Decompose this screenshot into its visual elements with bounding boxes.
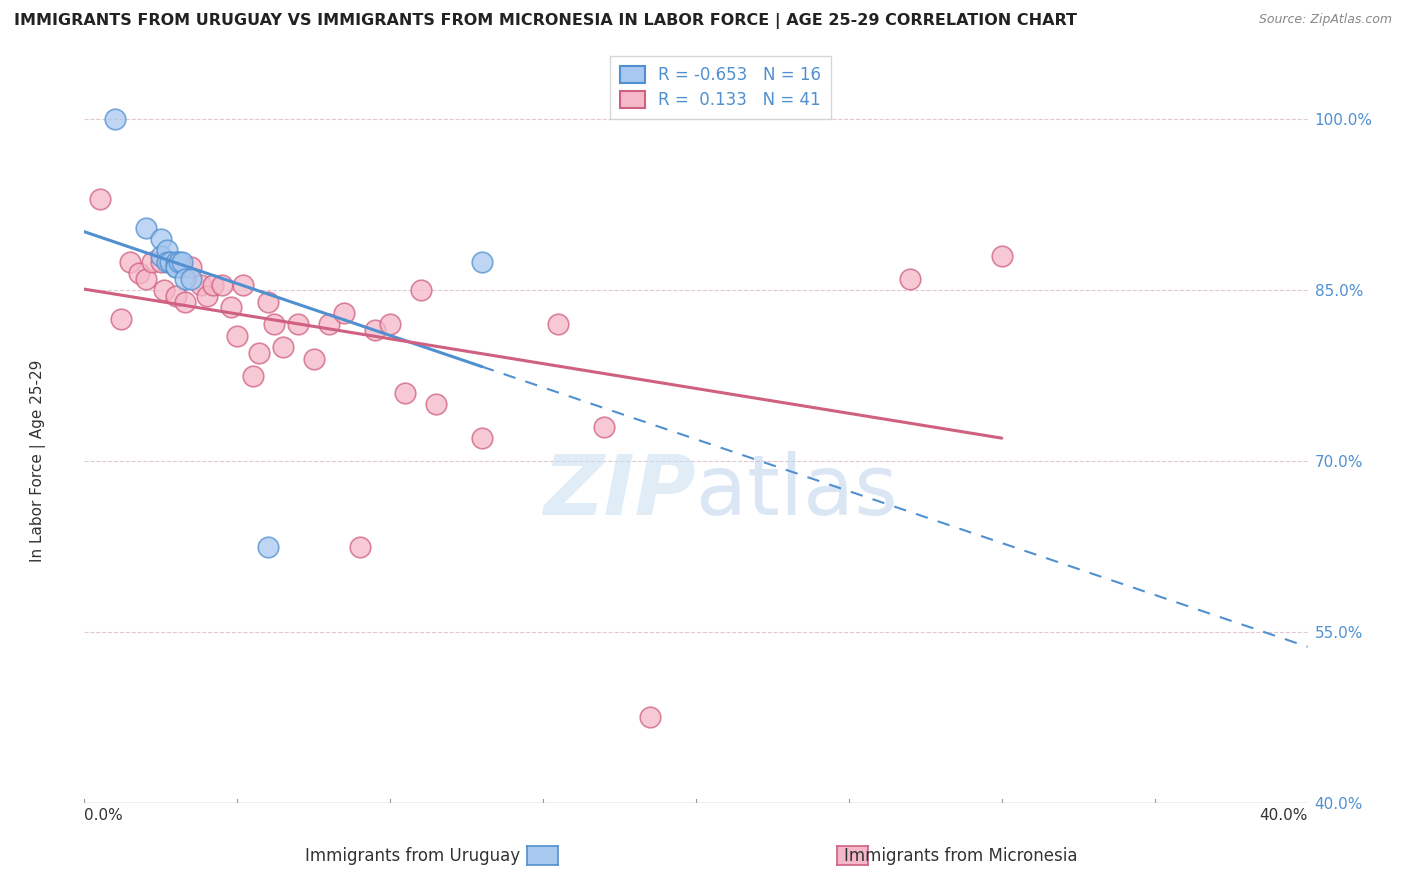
Point xyxy=(153,283,176,297)
Point xyxy=(195,289,218,303)
Point xyxy=(180,260,202,275)
Point xyxy=(201,277,224,292)
Text: Source: ZipAtlas.com: Source: ZipAtlas.com xyxy=(1258,13,1392,27)
Point xyxy=(172,254,194,268)
Point xyxy=(593,420,616,434)
Text: 40.0%: 40.0% xyxy=(1260,808,1308,823)
Point xyxy=(547,318,569,332)
Point xyxy=(349,540,371,554)
Point xyxy=(211,277,233,292)
Point xyxy=(165,254,187,268)
Point xyxy=(318,318,340,332)
Point xyxy=(149,249,172,263)
Point xyxy=(159,254,181,268)
Point xyxy=(226,328,249,343)
Point xyxy=(120,254,142,268)
Point xyxy=(364,323,387,337)
Point xyxy=(898,272,921,286)
Point xyxy=(104,112,127,127)
Point xyxy=(257,294,280,309)
Point xyxy=(380,318,402,332)
Text: atlas: atlas xyxy=(696,451,897,533)
Point xyxy=(638,710,661,724)
Legend: R = -0.653   N = 16, R =  0.133   N = 41: R = -0.653 N = 16, R = 0.133 N = 41 xyxy=(610,56,831,119)
Point xyxy=(149,254,172,268)
Text: ZIP: ZIP xyxy=(543,451,696,533)
Text: IMMIGRANTS FROM URUGUAY VS IMMIGRANTS FROM MICRONESIA IN LABOR FORCE | AGE 25-29: IMMIGRANTS FROM URUGUAY VS IMMIGRANTS FR… xyxy=(14,13,1077,29)
Point xyxy=(159,254,181,268)
Point xyxy=(165,289,187,303)
Point xyxy=(991,249,1014,263)
Point xyxy=(471,431,494,445)
Point xyxy=(425,397,447,411)
Point xyxy=(242,368,264,383)
Point xyxy=(141,254,163,268)
Text: Immigrants from Micronesia: Immigrants from Micronesia xyxy=(844,847,1077,865)
Point xyxy=(190,277,212,292)
Point xyxy=(257,540,280,554)
Point xyxy=(89,192,111,206)
Point xyxy=(135,272,157,286)
Point xyxy=(263,318,285,332)
Text: In Labor Force | Age 25-29: In Labor Force | Age 25-29 xyxy=(31,359,46,562)
Point xyxy=(409,283,432,297)
Point xyxy=(247,346,270,360)
Point xyxy=(165,260,187,275)
Point xyxy=(165,260,187,275)
Point xyxy=(174,294,197,309)
Point xyxy=(110,311,132,326)
Text: Immigrants from Uruguay: Immigrants from Uruguay xyxy=(305,847,520,865)
Point xyxy=(156,254,179,268)
Text: 0.0%: 0.0% xyxy=(84,808,124,823)
Point xyxy=(471,254,494,268)
Point xyxy=(394,385,416,400)
Point xyxy=(333,306,356,320)
Point xyxy=(287,318,309,332)
Point xyxy=(135,220,157,235)
Point xyxy=(271,340,294,354)
Point xyxy=(156,244,179,258)
Point xyxy=(128,266,150,280)
Point xyxy=(174,272,197,286)
Point xyxy=(149,232,172,246)
Point xyxy=(172,260,194,275)
Point xyxy=(302,351,325,366)
Point xyxy=(180,272,202,286)
Point xyxy=(219,301,242,315)
Point xyxy=(167,254,190,268)
Point xyxy=(232,277,254,292)
